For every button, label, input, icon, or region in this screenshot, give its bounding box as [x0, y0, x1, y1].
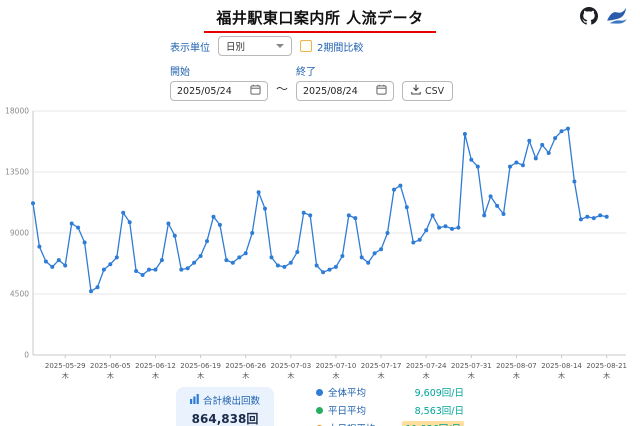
unit-select-value: 日別 — [226, 42, 246, 53]
svg-text:木: 木 — [242, 371, 249, 380]
legend-row-weekend: 土日祝平均 11,926回/日 — [316, 421, 464, 426]
svg-text:2025-07-10: 2025-07-10 — [316, 362, 357, 370]
header: 福井駅東口案内所 人流データ — [0, 0, 640, 34]
svg-text:9000: 9000 — [10, 229, 29, 238]
header-icons — [580, 7, 628, 29]
svg-text:木: 木 — [513, 371, 520, 380]
start-date-label: 開始 — [170, 67, 190, 78]
svg-text:木: 木 — [378, 371, 385, 380]
end-date-label: 終了 — [296, 67, 317, 78]
svg-text:2025-06-26: 2025-06-26 — [225, 362, 266, 370]
csv-download-button[interactable]: CSV — [402, 81, 454, 101]
bar-chart-icon — [189, 393, 199, 407]
controls: 表示単位 日別 2期間比較 開始 2025/05/24 ～ 終了 2025/08… — [170, 36, 470, 101]
github-icon — [580, 7, 598, 29]
svg-text:0: 0 — [24, 351, 29, 360]
start-date-value: 2025/05/24 — [177, 85, 232, 97]
compare-checkbox-wrap[interactable]: 2期間比較 — [300, 39, 363, 54]
stats-footer: 合計検出回数 864,838回 全体平均 9,609回/日 平日平均 8,563… — [0, 385, 640, 426]
weekday-avg-value: 8,563回/日 — [414, 406, 464, 417]
svg-text:2025-06-19: 2025-06-19 — [180, 362, 221, 370]
people-flow-chart[interactable]: 0 4500 9000 13500 18000 2025-05-29 木 2025-06-05… — [0, 105, 640, 383]
svg-text:木: 木 — [107, 371, 114, 380]
overall-avg-dot — [316, 388, 323, 396]
overall-avg-label: 全体平均 — [328, 388, 367, 399]
svg-text:2025-06-12: 2025-06-12 — [135, 362, 176, 370]
weekday-avg-dot — [316, 406, 323, 414]
line-chart-svg: 04500900013500180002025-05-29木2025-06-05… — [5, 107, 627, 381]
svg-text:2025-07-03: 2025-07-03 — [270, 362, 311, 370]
legend-row-overall: 全体平均 9,609回/日 — [316, 385, 464, 399]
svg-text:木: 木 — [558, 371, 565, 380]
svg-text:木: 木 — [423, 371, 430, 380]
org-logo-icon — [606, 7, 628, 29]
compare-label: 2期間比較 — [317, 42, 364, 54]
weekend-avg-label: 土日祝平均 — [328, 421, 386, 426]
weekday-avg-label: 平日平均 — [328, 406, 367, 417]
total-count-label: 合計検出回数 — [202, 396, 260, 407]
weekend-avg-dot — [316, 424, 323, 426]
svg-text:木: 木 — [332, 371, 339, 380]
svg-text:木: 木 — [197, 371, 204, 380]
calendar-icon[interactable] — [250, 84, 261, 98]
svg-text:2025-07-17: 2025-07-17 — [361, 362, 402, 370]
org-logo-link[interactable] — [606, 7, 628, 29]
github-link[interactable] — [580, 7, 598, 29]
svg-text:木: 木 — [152, 371, 159, 380]
total-count-value: 864,838回 — [191, 412, 259, 426]
compare-checkbox[interactable] — [300, 40, 312, 52]
svg-text:18000: 18000 — [5, 107, 29, 116]
svg-text:木: 木 — [603, 371, 610, 380]
svg-text:2025-06-05: 2025-06-05 — [90, 362, 131, 370]
svg-text:13500: 13500 — [5, 168, 29, 177]
svg-text:木: 木 — [287, 371, 294, 380]
svg-text:木: 木 — [468, 371, 475, 380]
weekend-avg-value: 11,926回/日 — [402, 421, 464, 426]
svg-text:2025-07-24: 2025-07-24 — [406, 362, 447, 370]
svg-text:2025-08-07: 2025-08-07 — [496, 362, 537, 370]
svg-text:2025-08-14: 2025-08-14 — [541, 362, 582, 370]
end-date-input[interactable]: 2025/08/24 — [296, 81, 395, 101]
calendar-icon[interactable] — [376, 84, 387, 98]
legend-row-weekday: 平日平均 8,563回/日 — [316, 403, 464, 417]
svg-text:2025-08-21: 2025-08-21 — [586, 362, 627, 370]
averages-legend: 全体平均 9,609回/日 平日平均 8,563回/日 土日祝平均 11,926… — [316, 385, 464, 426]
download-icon — [411, 84, 421, 98]
svg-text:木: 木 — [62, 371, 69, 380]
chevron-down-icon — [276, 44, 284, 48]
range-separator: ～ — [276, 82, 289, 96]
svg-text:2025-07-31: 2025-07-31 — [451, 362, 492, 370]
svg-text:4500: 4500 — [10, 290, 29, 299]
end-date-value: 2025/08/24 — [303, 85, 358, 97]
unit-label: 表示単位 — [170, 42, 210, 54]
total-count-box: 合計検出回数 864,838回 — [175, 387, 274, 426]
svg-text:2025-05-29: 2025-05-29 — [45, 362, 86, 370]
page-title: 福井駅東口案内所 人流データ — [204, 7, 436, 33]
overall-avg-value: 9,609回/日 — [414, 388, 464, 399]
start-date-input[interactable]: 2025/05/24 — [170, 81, 268, 101]
csv-button-label: CSV — [425, 85, 445, 97]
unit-select[interactable]: 日別 — [218, 36, 292, 56]
